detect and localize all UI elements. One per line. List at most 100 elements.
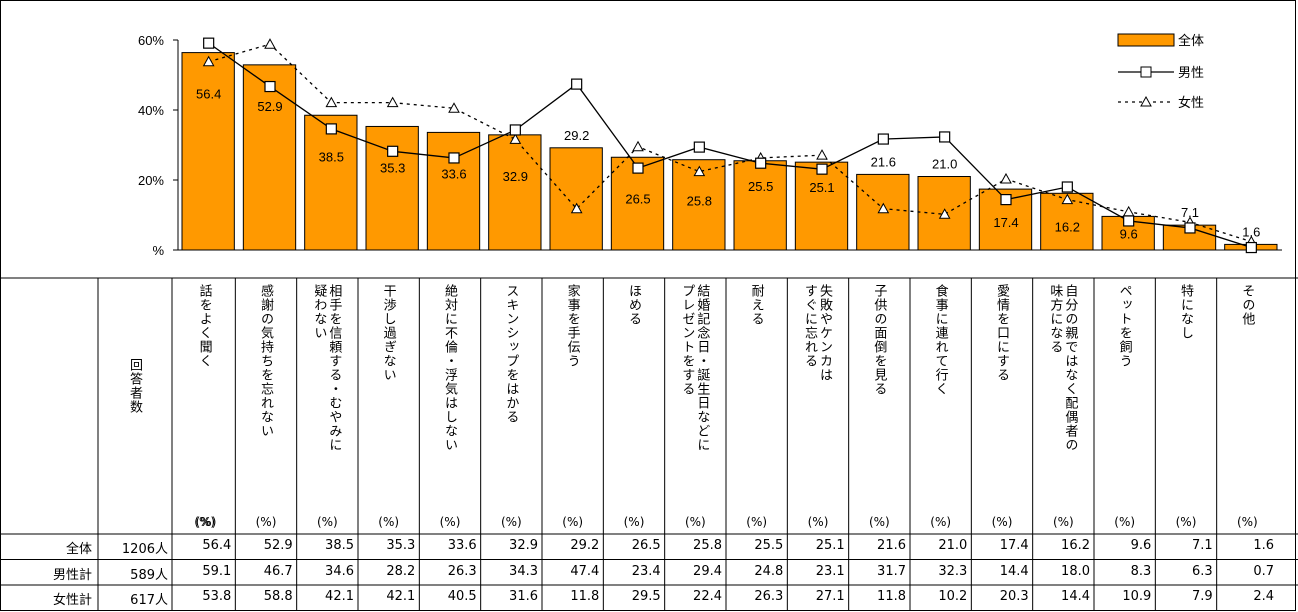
triangle-marker: [325, 96, 338, 108]
table-cell: 23.1: [815, 563, 845, 579]
table-cell: 21.0: [938, 538, 968, 553]
y-tick-label: 20%: [138, 173, 164, 188]
pct-unit-label: (%): [439, 515, 461, 529]
table-cell: 14.4: [1061, 589, 1090, 604]
category-header: 子供の面倒を見る: [871, 284, 887, 396]
table-cell: 10.2: [938, 589, 968, 604]
triangle-marker: [938, 208, 951, 219]
square-marker: [877, 133, 889, 145]
category-header: 結婚記念日・誕生日などに プレゼントをする: [679, 284, 710, 452]
bar: [304, 114, 358, 251]
legend-label: 全体: [1178, 33, 1204, 49]
square-marker: [1184, 222, 1196, 234]
table-cell: 21.6: [877, 538, 906, 553]
respondents-header: 回答者数: [127, 358, 142, 414]
table-cell: 58.8: [263, 589, 293, 604]
category-header: 相手を信頼する・むやみに 疑わない: [311, 284, 342, 452]
triangle-marker: [693, 165, 706, 177]
table-cell: 56.4: [202, 538, 232, 553]
square-marker: [755, 157, 767, 169]
category-header: 食事に連れて行く: [932, 284, 948, 396]
square-marker: [1245, 241, 1257, 254]
pct-unit-label: (%): [930, 515, 952, 529]
category-header: 自分の親ではなく配偶者の 味方になる: [1047, 284, 1078, 452]
pct-unit-label: (%): [1052, 515, 1074, 529]
table-cell: 0.7: [1253, 563, 1274, 579]
table-cell: 7.1: [1191, 538, 1213, 553]
pct-unit-label: (%): [500, 515, 522, 529]
category-header: 特になし: [1178, 284, 1193, 340]
table-cell: 29.2: [570, 538, 600, 553]
category-header: 絶対に不倫・浮気はしない: [442, 284, 457, 452]
table-cell: 22.4: [693, 589, 722, 604]
table-cell: 33.6: [447, 538, 477, 553]
bar: [426, 131, 481, 251]
table-cell: 20.3: [999, 589, 1029, 604]
table-cell: 25.5: [754, 538, 784, 553]
table-cell: 26.3: [754, 589, 784, 604]
table-cell: 29.5: [631, 589, 661, 604]
table-cell: 31.6: [509, 589, 538, 604]
bar: [733, 160, 787, 251]
square-marker: [693, 141, 705, 153]
category-header: ペットを飼う: [1116, 284, 1132, 368]
category-header: 家事を手伝う: [564, 284, 580, 368]
respondents-cell: 1206人: [121, 542, 168, 557]
table-cell: 11.8: [570, 589, 600, 604]
table-cell: 38.5: [325, 538, 354, 553]
triangle-marker: [509, 133, 522, 144]
table-cell: 29.4: [693, 563, 722, 579]
category-header: 耐える: [748, 284, 764, 326]
table-cell: 52.9: [263, 538, 293, 553]
bar: [242, 64, 297, 251]
pct-unit-label: (%): [255, 515, 277, 529]
pct-unit-label: (%): [684, 515, 706, 529]
category-header: 話をよく聞く: [196, 284, 212, 368]
table-cell: 59.1: [202, 563, 232, 579]
pct-unit-label: (%): [746, 515, 768, 529]
square-marker: [509, 124, 521, 136]
square-marker: [1000, 194, 1012, 206]
category-header: 干渉し過ぎない: [380, 284, 396, 382]
table-cell: 25.1: [815, 538, 845, 553]
legend-label: 女性: [1178, 95, 1204, 111]
legend-marker-square: [1140, 66, 1152, 78]
data-label: 29.2: [564, 128, 589, 143]
square-marker: [816, 163, 828, 175]
square-marker: [387, 145, 399, 157]
data-label: 25.8: [687, 194, 712, 209]
respondents-cell: 617人: [130, 593, 168, 608]
square-marker: [203, 37, 215, 49]
table-cell: 1.6: [1253, 538, 1274, 553]
triangle-marker: [1061, 193, 1074, 205]
data-label: 35.3: [380, 160, 405, 175]
data-label: 32.9: [503, 169, 528, 184]
table-cell: 35.3: [386, 538, 416, 553]
table-cell: 28.2: [386, 563, 416, 579]
pct-unit-label: (%): [316, 515, 338, 529]
data-label: 33.6: [441, 166, 466, 181]
table-cell: 11.8: [877, 589, 906, 604]
square-marker: [632, 162, 644, 174]
pct-unit-label: (%): [1114, 515, 1136, 529]
data-label: 1.6: [1242, 224, 1260, 239]
table-cell: 46.7: [263, 563, 293, 579]
triangle-marker: [877, 202, 890, 214]
table-cell: 6.3: [1191, 563, 1213, 579]
data-label: 56.4: [196, 87, 221, 102]
pct-unit-label: (%): [562, 515, 584, 529]
table-cell: 10.9: [1122, 589, 1152, 604]
table-cell: 24.8: [754, 563, 784, 579]
row-label: 女性計: [52, 593, 92, 608]
table-cell: 8.3: [1130, 563, 1152, 579]
series-line-triangle: [208, 43, 1252, 243]
data-label: 17.4: [993, 215, 1018, 230]
table-cell: 34.3: [509, 563, 538, 579]
table-cell: 7.9: [1191, 589, 1213, 604]
triangle-marker: [632, 140, 644, 152]
data-label: 52.9: [257, 99, 282, 114]
pct-unit-label: (%): [1236, 515, 1258, 529]
triangle-marker: [264, 38, 276, 49]
data-label: 9.6: [1120, 226, 1138, 241]
